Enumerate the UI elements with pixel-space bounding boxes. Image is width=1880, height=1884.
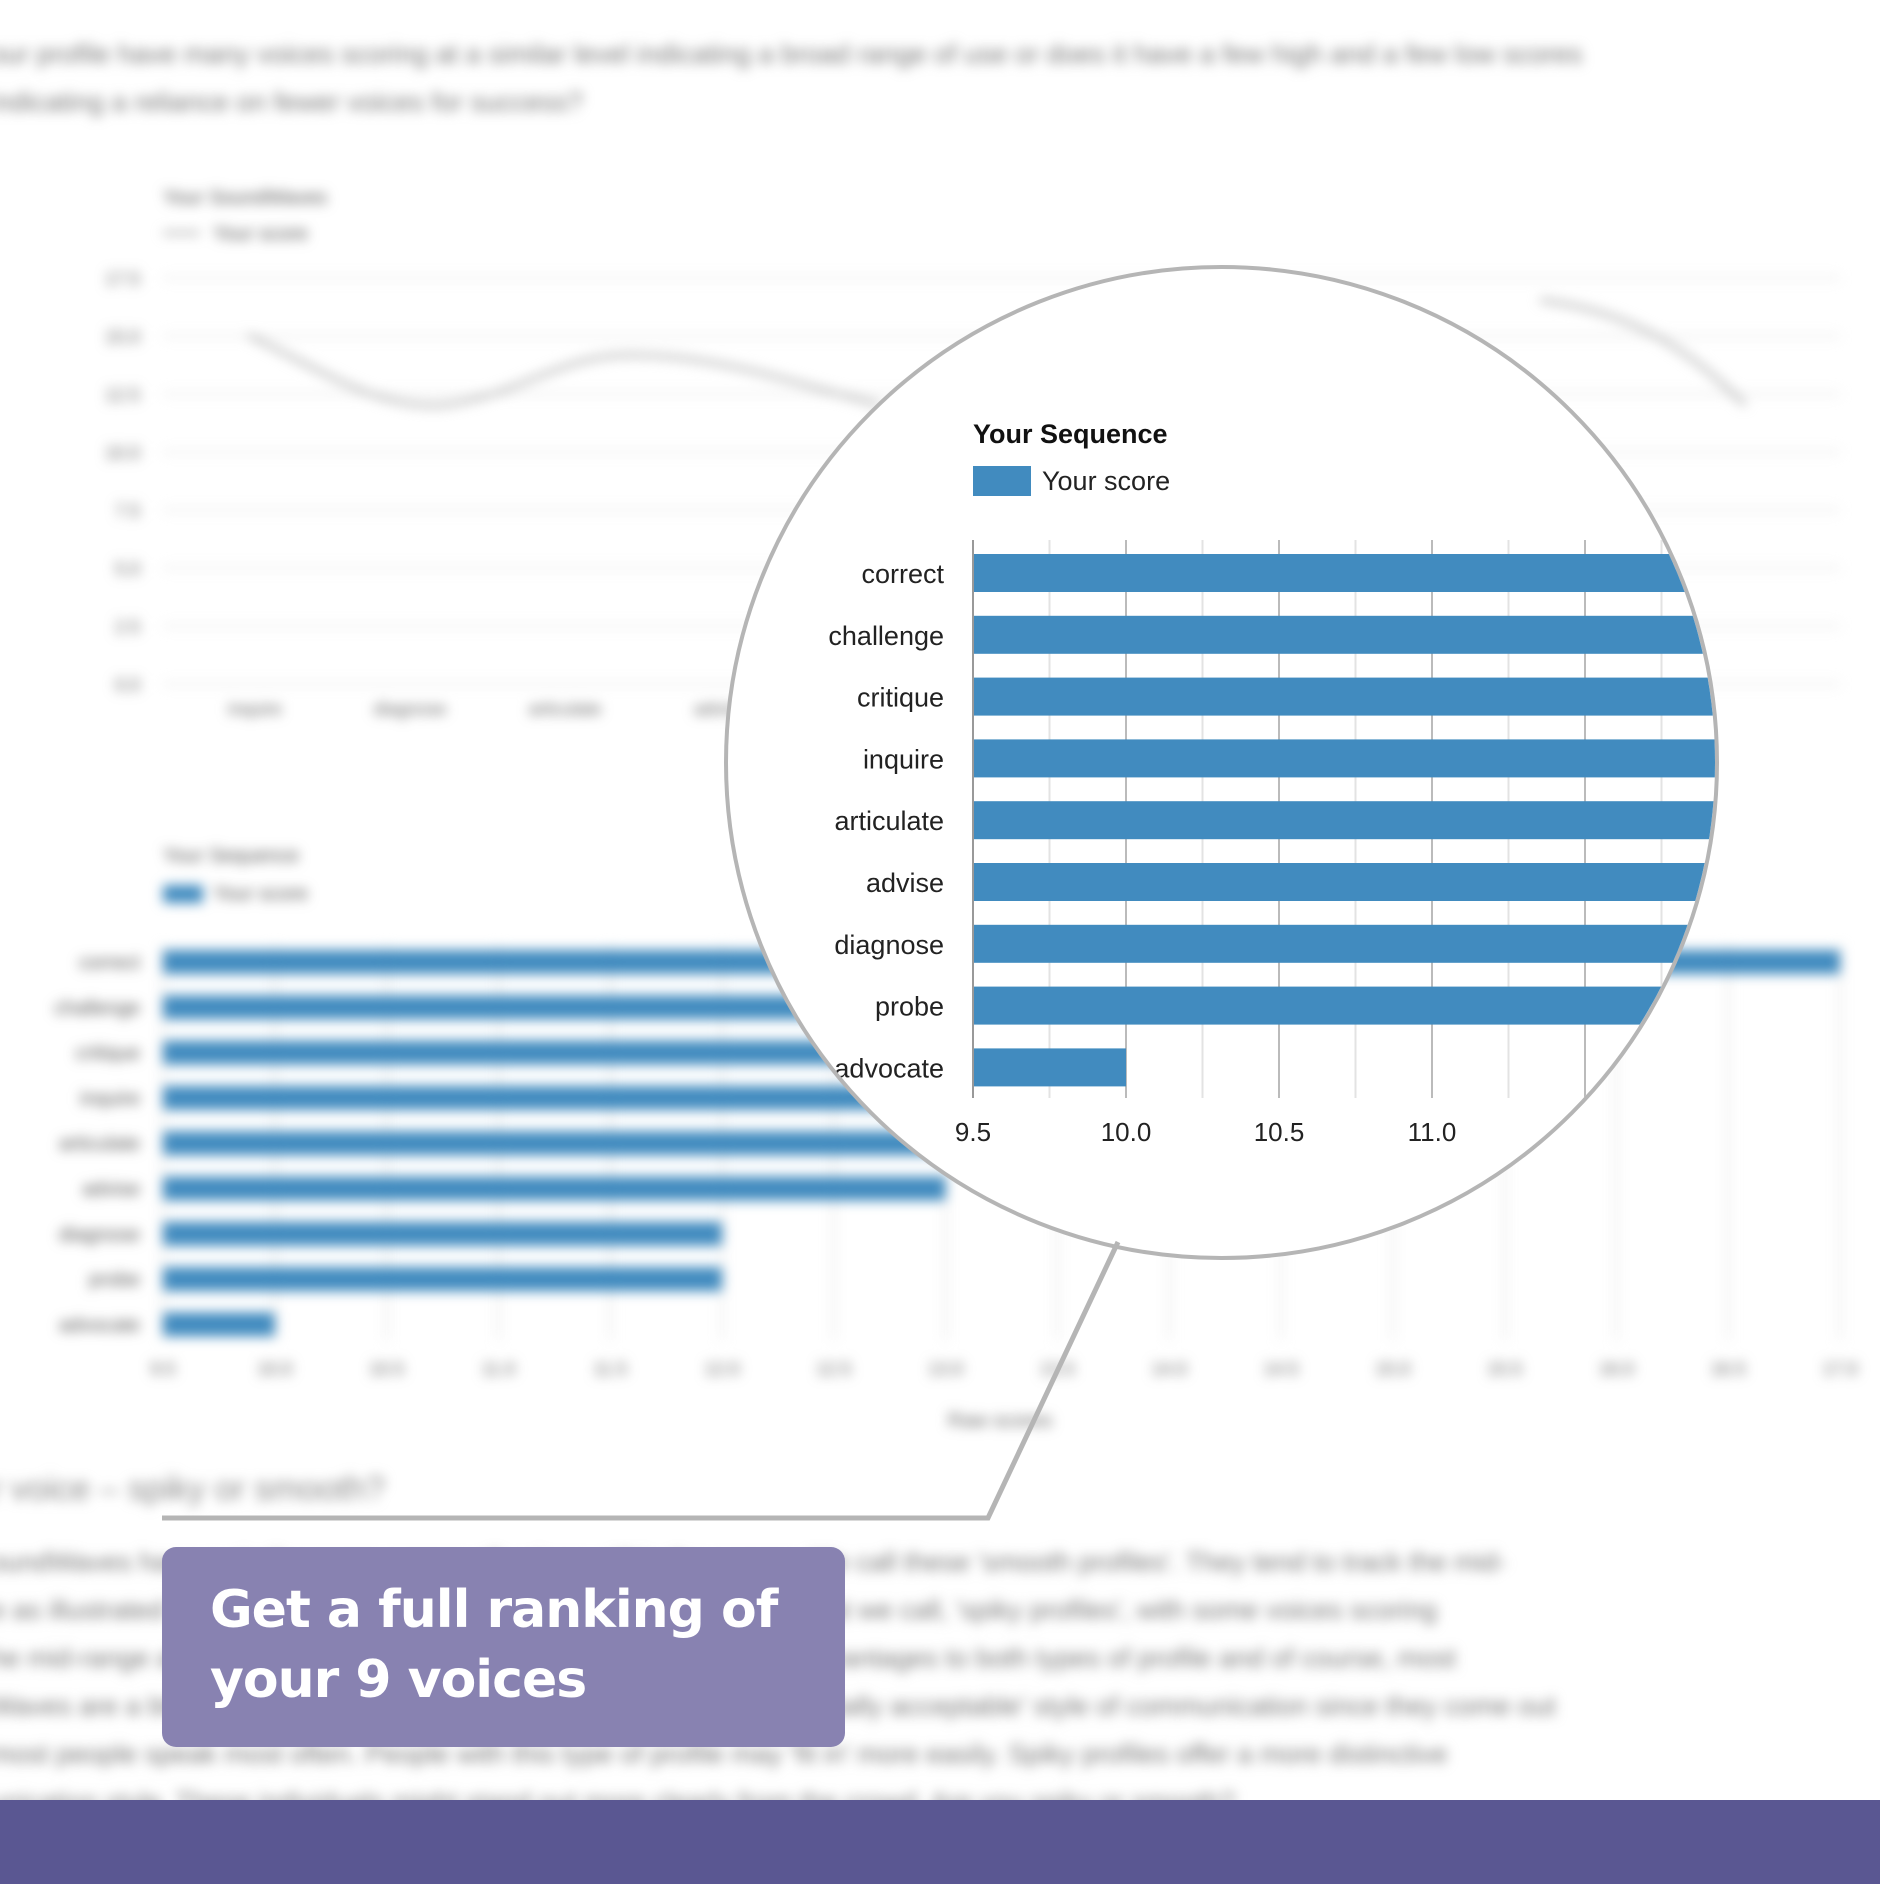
category-label: challenge [828,621,944,651]
category-label: critique [857,683,944,713]
bg-line-series-left [247,333,881,408]
x-tick-label: 9.5 [955,1117,991,1147]
bg-line-x-tick: diagnose [373,699,446,719]
footer-band [0,1800,1880,1884]
bar [973,986,1715,1025]
bg-category-label: inquire [80,1088,140,1110]
bg-line-y-tick: 12.5 [105,385,140,405]
bg-x-title: Raw scores [948,1410,1052,1430]
category-label: advocate [834,1053,944,1083]
bg-tick-label: 12.5 [816,1359,851,1379]
x-tick-label: 10.0 [1101,1117,1152,1147]
bar [973,801,1715,840]
bg-tick-label: 15.5 [1487,1359,1522,1379]
bg-tick-label: 14.5 [1263,1359,1298,1379]
legend-label: Your score [1042,466,1170,496]
bg-bar [163,1312,275,1337]
category-label: inquire [863,744,944,774]
text-line: unication style. These individuals might… [0,1778,1880,1800]
bg-tick-label: 15.0 [1375,1359,1410,1379]
bg-tick-label: 14.0 [1152,1359,1187,1379]
bg-tick-label: 17.0 [1822,1359,1857,1379]
background-section-heading: r voice – spiky or smooth? [0,1470,385,1508]
bar [973,863,1715,901]
bg-category-label: challenge [54,997,140,1019]
zoomed-bar-chart: Your Sequence Your score correct challenge c… [828,419,1715,1147]
bg-line-y-tick: 0.0 [115,675,140,695]
bg-bar [163,1267,722,1292]
text-line: our profile have many voices scoring at … [0,39,1583,69]
bg-line-x-tick: articulate [528,699,601,719]
bg-tick-label: 10.0 [257,1359,292,1379]
category-label: advise [866,868,944,898]
bg-line-y-tick: 10.0 [105,443,140,463]
bg-tick-label: 12.0 [704,1359,739,1379]
bg-line-y-tick: 17.5 [105,269,140,289]
magnifier-lens: Your Sequence Your score correct challenge c… [724,265,1719,1260]
callout-box: Get a full ranking of your 9 voices [162,1547,845,1747]
bar [973,677,1715,716]
bg-line-legend-label: Your score [213,223,308,245]
bar [973,554,1715,592]
x-tick-label: 10.5 [1254,1117,1305,1147]
callout-line: your 9 voices [210,1650,587,1710]
bg-category-label: critique [76,1043,140,1065]
bg-line-y-tick: 5.0 [115,559,140,579]
bg-tick-label: 9.5 [150,1359,175,1379]
chart-title: Your Sequence [973,419,1168,449]
bg-line-title: Your SoundWaves [163,187,327,209]
bg-category-label: correct [79,952,141,974]
bg-line-x-tick: inquire [228,699,282,719]
bg-tick-label: 13.0 [928,1359,963,1379]
x-tick-label: 11.0 [1408,1117,1457,1147]
bg-category-label: advise [82,1179,140,1201]
background-paragraph-top: our profile have many voices scoring at … [0,30,1880,126]
bg-bar [163,1221,722,1246]
bg-bar-title: Your Sequence [163,845,299,867]
category-label: correct [861,559,944,589]
bar [973,924,1715,963]
text-line: indicating a reliance on fewer voices fo… [0,87,583,117]
bar [973,615,1715,654]
bg-legend-swatch [163,885,203,903]
bg-category-label: probe [89,1269,140,1291]
bg-tick-label: 11.5 [593,1359,627,1379]
bg-tick-label: 10.5 [369,1359,404,1379]
bg-tick-label: 11.0 [482,1359,516,1379]
bg-bar [163,1176,946,1201]
legend-swatch [973,466,1031,496]
bg-line-series-right [1539,298,1747,407]
bg-line-y-tick: 15.0 [105,327,140,347]
bg-legend-label: Your score [213,883,308,905]
bar [973,1048,1126,1087]
bg-line-y-tick: 2.5 [115,617,140,637]
bg-category-label: diagnose [59,1224,140,1246]
category-label: articulate [834,806,944,836]
category-label: diagnose [834,930,944,960]
bar [973,739,1715,778]
callout-line: Get a full ranking of [210,1580,778,1640]
bg-tick-label: 16.5 [1711,1359,1746,1379]
category-label: probe [875,992,944,1022]
callout-text: Get a full ranking of your 9 voices [210,1575,797,1715]
bg-tick-label: 13.5 [1040,1359,1075,1379]
bg-line-y-tick: 7.5 [115,501,140,521]
bg-category-label: articulate [59,1133,140,1155]
bg-category-label: advocate [59,1314,140,1336]
bg-tick-label: 16.0 [1599,1359,1634,1379]
